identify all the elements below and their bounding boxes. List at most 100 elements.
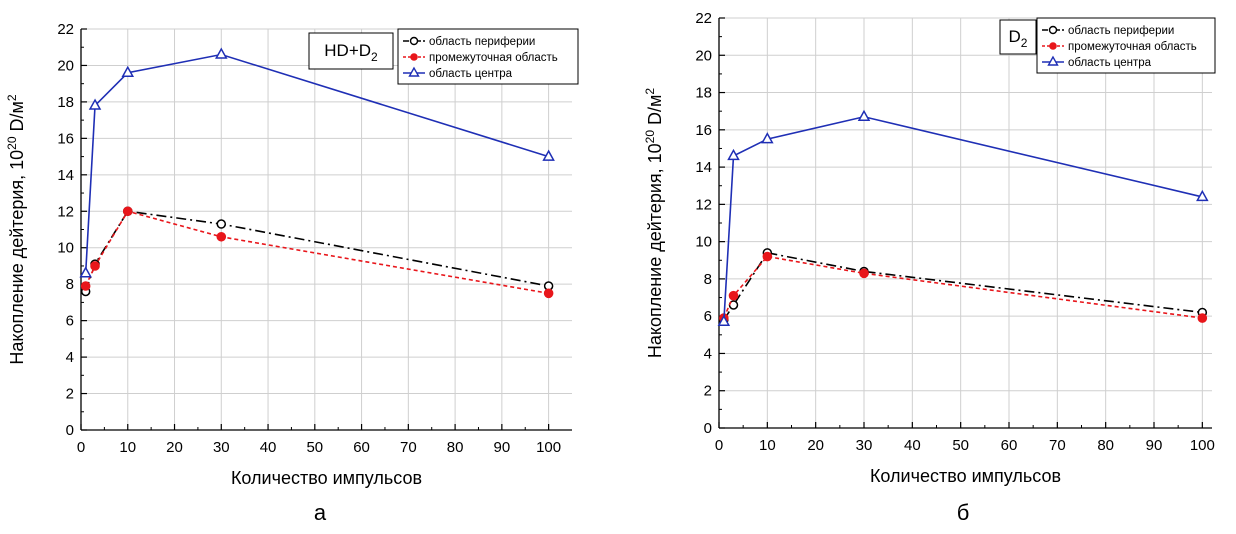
y-tick-label: 10 bbox=[57, 240, 74, 257]
data-point bbox=[121, 65, 135, 77]
y-tick-label: 4 bbox=[66, 349, 74, 366]
panel-tag-sub: 2 bbox=[1021, 36, 1028, 50]
data-point bbox=[215, 47, 228, 59]
x-tick-label: 10 bbox=[759, 437, 776, 454]
data-point bbox=[859, 268, 869, 279]
series-1 bbox=[719, 251, 1208, 323]
x-tick-label: 20 bbox=[166, 439, 183, 456]
x-tick-label: 50 bbox=[306, 439, 323, 456]
y-tick-label: 2 bbox=[66, 386, 74, 403]
x-tick-label: 80 bbox=[1097, 437, 1114, 454]
y-tick-label: 16 bbox=[695, 122, 712, 139]
x-axis-title: Количество импульсов bbox=[870, 466, 1061, 486]
y-axis-title-part: 2 bbox=[643, 88, 657, 95]
y-axis-title-part: D/м bbox=[645, 95, 665, 130]
series-2 bbox=[79, 47, 555, 278]
legend-label: промежуточная область bbox=[1068, 41, 1197, 53]
x-tick-label: 70 bbox=[1049, 437, 1066, 454]
legend-label: промежуточная область bbox=[429, 52, 558, 64]
legend-marker bbox=[409, 36, 419, 46]
data-point bbox=[727, 148, 740, 161]
panel-tag-text: D2 bbox=[1009, 27, 1028, 50]
y-tick-label: 0 bbox=[66, 422, 74, 439]
legend-box bbox=[1036, 17, 1216, 74]
x-tick-label: 20 bbox=[807, 437, 824, 454]
x-tick-label: 60 bbox=[353, 439, 370, 456]
x-tick-label: 30 bbox=[213, 439, 230, 456]
panel-tag-box bbox=[999, 19, 1037, 55]
y-tick-label: 14 bbox=[695, 159, 712, 176]
legend-marker bbox=[408, 66, 420, 77]
data-point bbox=[122, 206, 133, 217]
y-tick-label: 0 bbox=[704, 420, 712, 437]
x-tick-label: 80 bbox=[447, 439, 464, 456]
data-point bbox=[88, 98, 102, 110]
y-tick-label: 12 bbox=[57, 203, 74, 220]
data-point bbox=[1197, 313, 1208, 323]
y-axis-title-part: 2 bbox=[5, 94, 19, 101]
data-point bbox=[216, 231, 227, 242]
data-point bbox=[80, 281, 91, 291]
data-point bbox=[761, 132, 774, 144]
y-tick-label: 20 bbox=[695, 47, 712, 64]
y-tick-label: 20 bbox=[57, 57, 74, 74]
series-line-1 bbox=[84, 210, 549, 295]
legend-marker bbox=[410, 53, 418, 61]
legend-marker bbox=[1049, 42, 1057, 50]
panel-tag-main: HD+D bbox=[324, 41, 371, 60]
x-tick-label: 50 bbox=[952, 437, 969, 454]
data-point bbox=[717, 314, 731, 327]
y-tick-label: 8 bbox=[704, 271, 712, 288]
y-tick-label: 10 bbox=[695, 234, 712, 251]
data-point bbox=[79, 266, 92, 278]
series-line-0 bbox=[84, 210, 549, 292]
legend-label: область центра bbox=[429, 68, 513, 80]
y-axis-title: Накопление дейтерия, 1020 D/м2 bbox=[5, 94, 27, 365]
x-tick-label: 60 bbox=[1001, 437, 1018, 454]
y-tick-label: 18 bbox=[695, 85, 712, 102]
y-tick-label: 6 bbox=[66, 313, 74, 330]
legend: область периферии промежуточная область об… bbox=[1036, 17, 1216, 74]
data-point bbox=[857, 109, 871, 122]
series-2 bbox=[717, 109, 1209, 327]
y-axis-title-part: Накопление дейтерия, 10 bbox=[7, 150, 27, 365]
x-tick-label: 40 bbox=[260, 439, 277, 456]
x-tick-label: 90 bbox=[494, 439, 511, 456]
panel-tag: HD+D2 bbox=[308, 32, 394, 70]
legend: область периферии промежуточная область об… bbox=[397, 28, 579, 85]
panel-tag-main: D bbox=[1009, 27, 1021, 46]
y-axis-title-part: D/м bbox=[7, 101, 27, 136]
series-line-2 bbox=[723, 115, 1203, 322]
legend-marker bbox=[1048, 25, 1058, 35]
legend-box bbox=[397, 28, 579, 85]
legend-label: область периферии bbox=[429, 36, 535, 48]
x-tick-label: 90 bbox=[1146, 437, 1163, 454]
x-tick-label: 0 bbox=[77, 439, 85, 456]
y-tick-label: 18 bbox=[57, 94, 74, 111]
x-tick-label: 100 bbox=[1190, 437, 1215, 454]
x-tick-label: 40 bbox=[904, 437, 921, 454]
x-axis-title: Количество импульсов bbox=[231, 468, 422, 488]
y-axis-title-part: 20 bbox=[643, 130, 657, 144]
x-tick-label: 30 bbox=[856, 437, 873, 454]
data-point bbox=[543, 288, 554, 299]
y-axis-title: Накопление дейтерия, 1020 D/м2 bbox=[643, 88, 665, 359]
panel-letter: б bbox=[957, 500, 970, 525]
legend-marker bbox=[1047, 55, 1059, 66]
y-tick-label: 2 bbox=[704, 383, 712, 400]
x-tick-label: 70 bbox=[400, 439, 417, 456]
panel-letter: а bbox=[314, 500, 327, 525]
data-point bbox=[216, 219, 227, 229]
series-1 bbox=[80, 206, 554, 299]
panel-tag-box bbox=[308, 32, 394, 70]
series-line-1 bbox=[723, 255, 1203, 319]
y-axis-title-part: 20 bbox=[5, 136, 19, 150]
y-tick-label: 22 bbox=[57, 21, 74, 38]
panel-tag-sub: 2 bbox=[371, 50, 378, 64]
y-tick-label: 16 bbox=[57, 130, 74, 147]
panel-tag-text: HD+D2 bbox=[324, 41, 378, 64]
series-0 bbox=[80, 206, 554, 297]
